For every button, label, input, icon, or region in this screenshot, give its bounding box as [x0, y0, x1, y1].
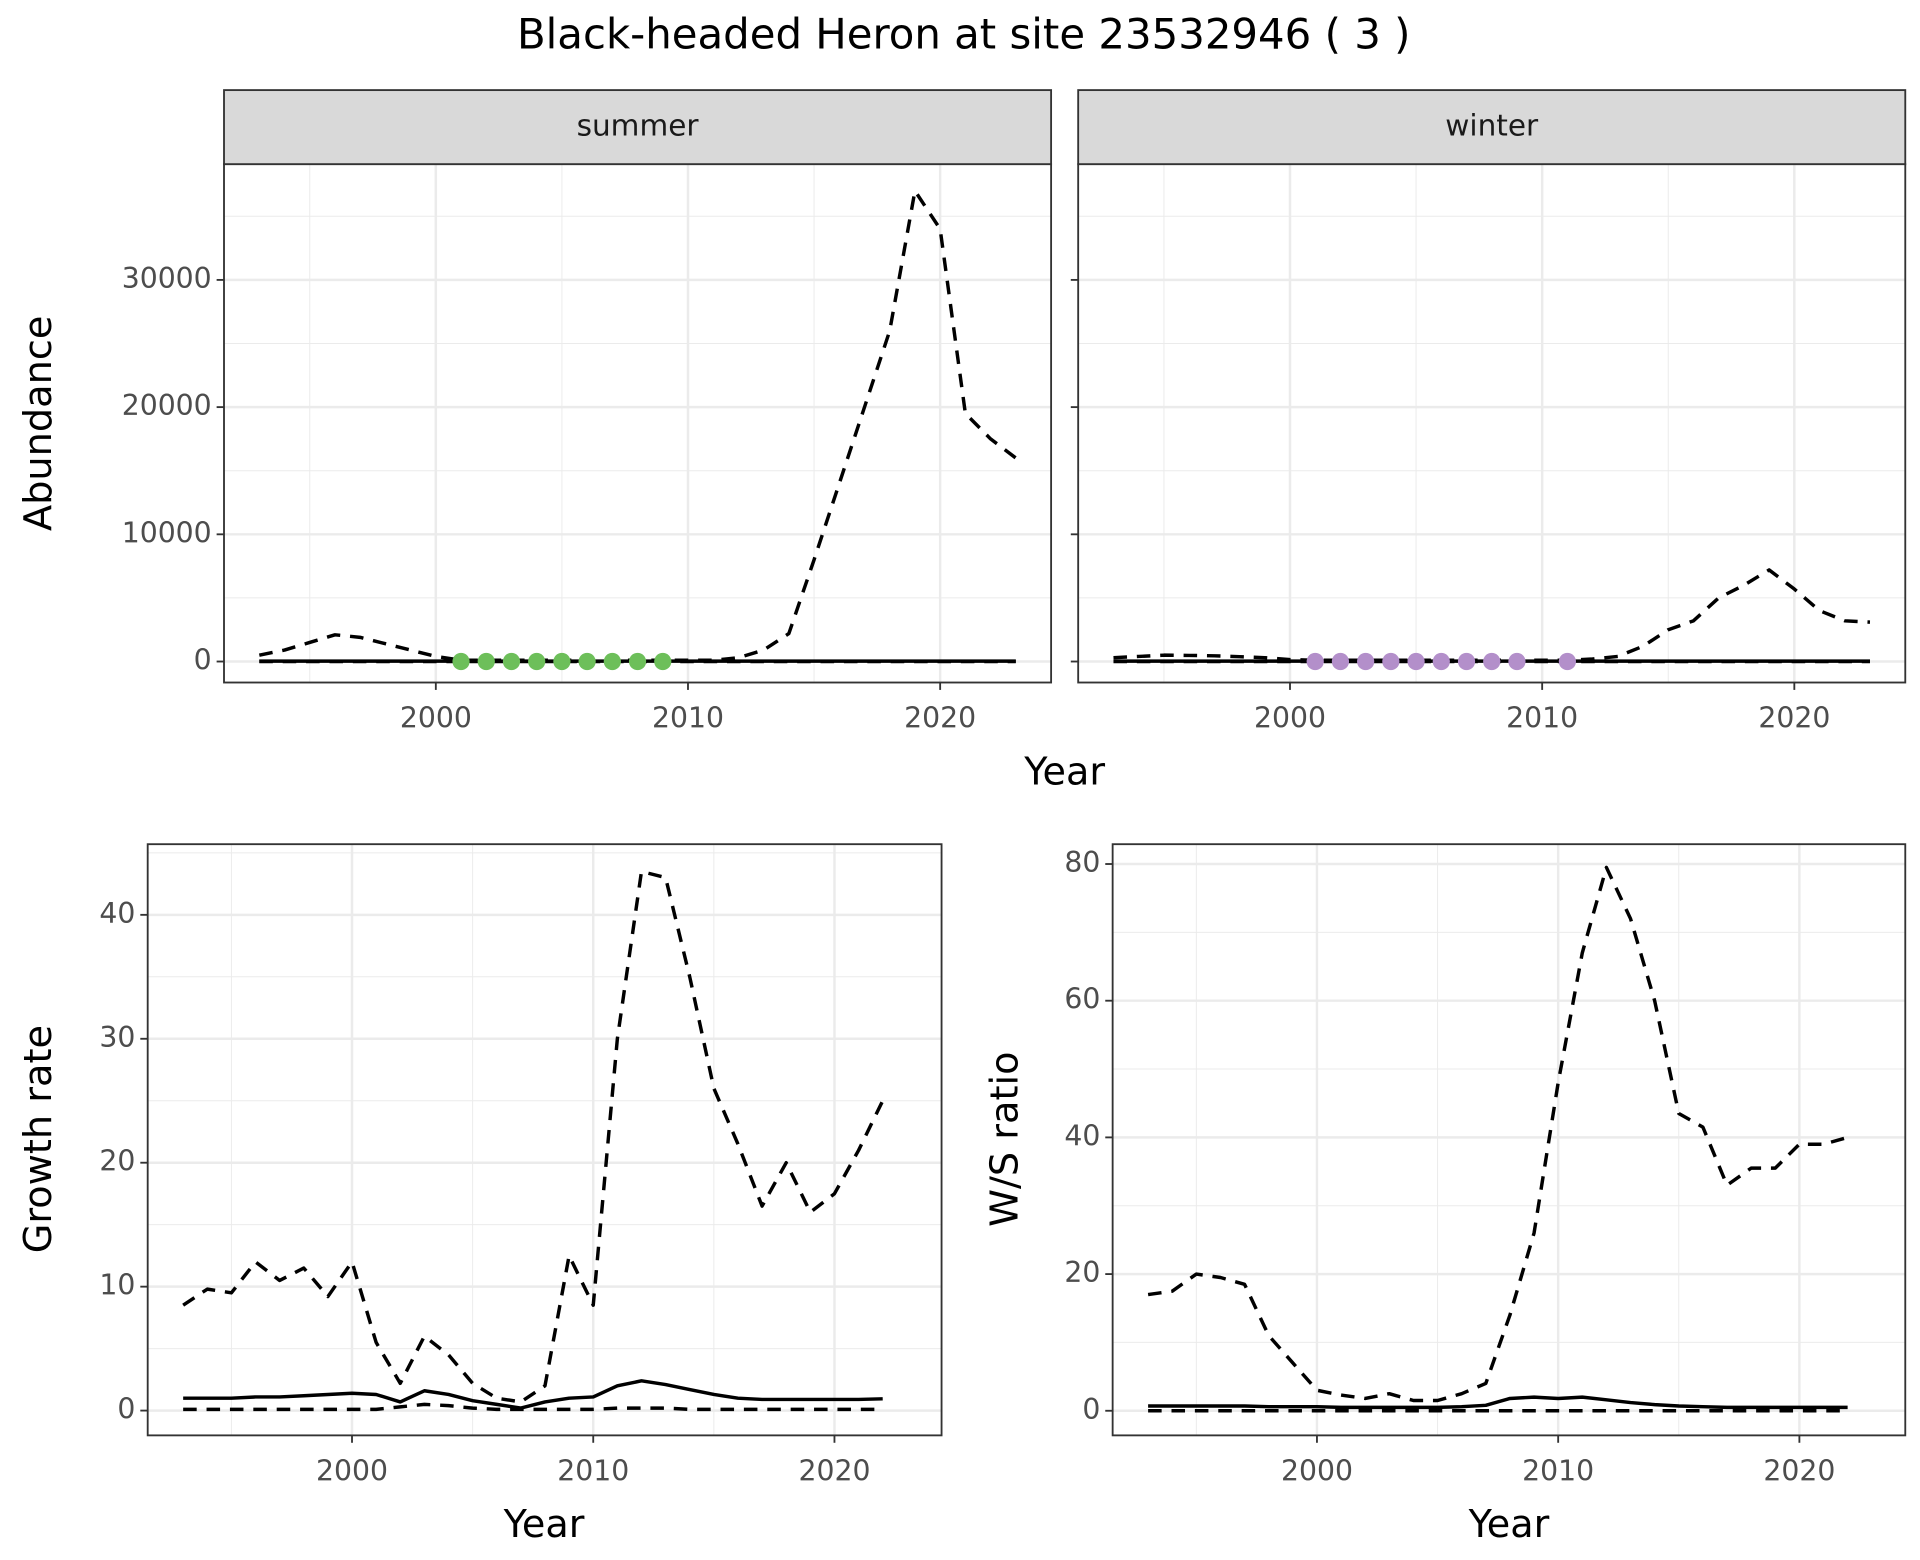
x-tick-label: 2000	[316, 1454, 388, 1487]
figure-body: Black-headed Heron at site 23532946 ( 3 …	[17, 9, 1907, 1547]
point	[502, 652, 521, 671]
y-axis-label: W/S ratio	[983, 1052, 1027, 1227]
y-tick-label: 80	[1064, 846, 1100, 879]
x-tick-label: 2000	[400, 702, 472, 735]
panel-background	[1112, 844, 1906, 1436]
x-tick-label: 2010	[557, 1454, 629, 1487]
x-tick-label: 2020	[1763, 1454, 1835, 1487]
point	[1306, 652, 1324, 671]
point	[603, 652, 621, 671]
point	[578, 652, 596, 671]
x-tick-label: 2010	[1506, 702, 1578, 735]
solid-line	[1148, 1395, 1848, 1410]
strip-label: summer	[577, 109, 700, 143]
dashed-line	[1147, 865, 1849, 1403]
strip-background	[223, 89, 1053, 166]
y-tick-label: 40	[99, 897, 135, 930]
x-axis-label: Year	[1468, 1503, 1550, 1547]
x-tick-label: 2020	[904, 702, 976, 735]
y-tick-label: 30000	[122, 262, 212, 295]
point	[1457, 652, 1476, 671]
point	[1357, 652, 1375, 671]
point	[528, 652, 546, 671]
y-tick-label: 0	[194, 643, 212, 676]
y-tick-label: 40	[1064, 1119, 1100, 1152]
point	[654, 652, 672, 671]
point	[553, 652, 571, 671]
x-tick-label: 2020	[1758, 702, 1830, 735]
y-tick-label: 30	[99, 1021, 135, 1054]
panel-background	[224, 164, 1052, 683]
strip-background	[1077, 89, 1907, 166]
y-tick-label: 20000	[122, 389, 212, 422]
point	[1331, 652, 1350, 671]
y-axis-label: Abundance	[17, 316, 61, 531]
x-tick-label: 2010	[1522, 1454, 1594, 1487]
panel-background	[147, 844, 942, 1436]
x-tick-label: 2010	[652, 702, 724, 735]
panel-border	[1111, 843, 1907, 1437]
point	[628, 652, 647, 671]
y-tick-label: 60	[1064, 983, 1100, 1016]
dashed-line	[182, 869, 885, 1404]
x-axis-label: Year	[503, 1503, 585, 1547]
y-tick-label: 0	[117, 1393, 135, 1426]
figure-title: Black-headed Heron at site 23532946 ( 3 …	[517, 9, 1410, 58]
point	[1508, 652, 1526, 671]
y-tick-label: 10	[99, 1269, 135, 1302]
y-tick-label: 20	[1064, 1256, 1100, 1289]
panel-border	[146, 843, 943, 1437]
panel-background	[1078, 164, 1906, 683]
point	[477, 652, 495, 671]
strip-label: winter	[1445, 109, 1539, 143]
y-axis-label: Growth rate	[17, 1025, 61, 1253]
x-tick-label: 2000	[1281, 1454, 1353, 1487]
x-tick-label: 2020	[798, 1454, 870, 1487]
y-tick-label: 10000	[122, 516, 212, 549]
point	[1407, 652, 1425, 671]
solid-line	[183, 1379, 883, 1410]
x-tick-label: 2000	[1254, 702, 1326, 735]
point	[452, 652, 470, 671]
point	[1483, 652, 1501, 671]
y-tick-label: 0	[1082, 1393, 1100, 1426]
point	[1432, 652, 1450, 671]
point	[1558, 652, 1576, 671]
x-axis-label: Year	[1023, 750, 1105, 794]
point	[1382, 652, 1400, 671]
y-tick-label: 20	[99, 1145, 135, 1178]
